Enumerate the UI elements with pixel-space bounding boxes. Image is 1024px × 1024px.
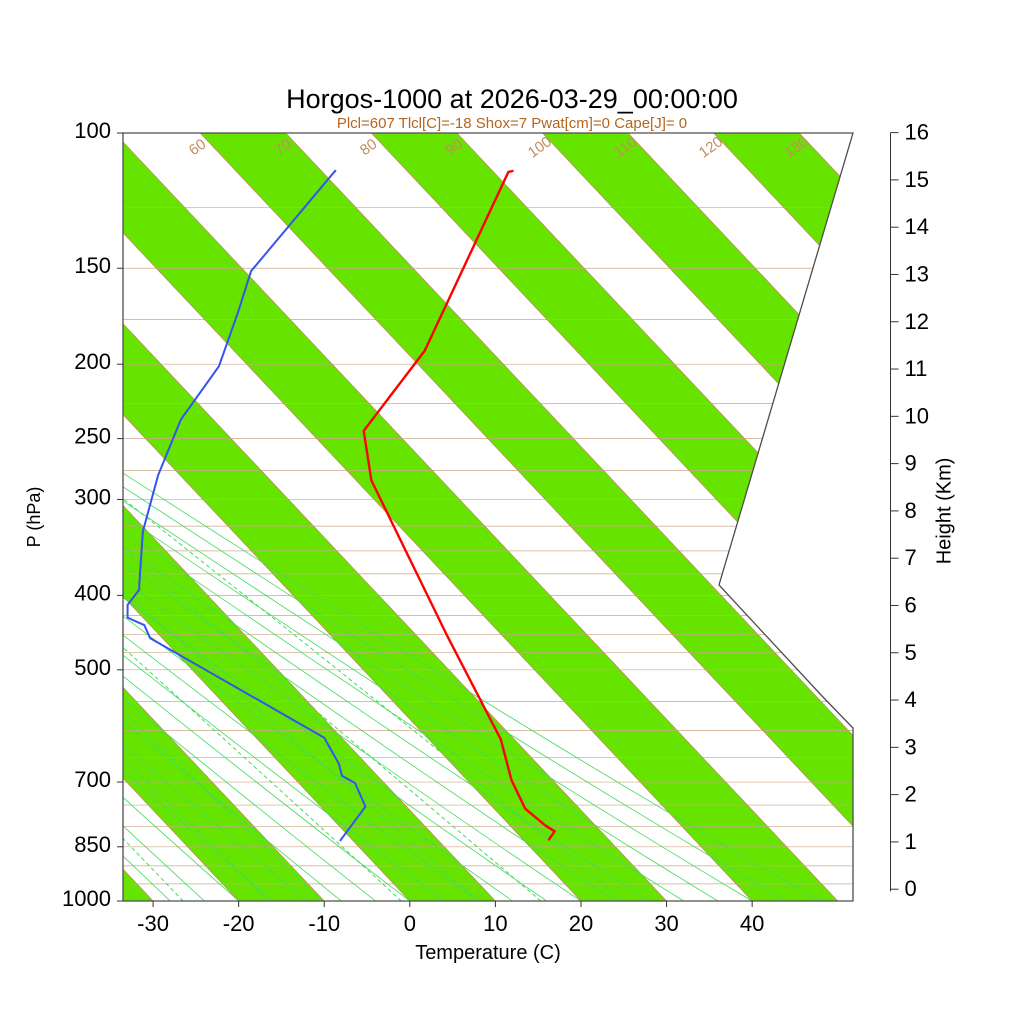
svg-text:150: 150 <box>74 253 111 278</box>
svg-text:9: 9 <box>905 451 917 476</box>
svg-text:10: 10 <box>905 403 929 428</box>
svg-text:14: 14 <box>905 214 929 239</box>
svg-text:100: 100 <box>74 118 111 143</box>
svg-text:-10: -10 <box>308 911 340 936</box>
svg-text:Height (Km): Height (Km) <box>934 458 956 565</box>
svg-text:16: 16 <box>905 120 929 145</box>
svg-text:200: 200 <box>74 349 111 374</box>
svg-text:3: 3 <box>905 734 917 759</box>
svg-text:20: 20 <box>569 911 593 936</box>
svg-text:7: 7 <box>905 545 917 570</box>
svg-text:250: 250 <box>74 424 111 449</box>
svg-text:Horgos-1000 at 2026-03-29_00:0: Horgos-1000 at 2026-03-29_00:00:00 <box>286 84 738 114</box>
svg-text:8: 8 <box>905 498 917 523</box>
svg-text:10: 10 <box>483 911 507 936</box>
svg-text:13: 13 <box>905 261 929 286</box>
svg-text:Plcl=607 Tlcl[C]=-18 Shox=7 Pw: Plcl=607 Tlcl[C]=-18 Shox=7 Pwat[cm]=0 C… <box>337 115 687 132</box>
svg-text:12: 12 <box>905 309 929 334</box>
svg-text:15: 15 <box>905 167 929 192</box>
svg-text:700: 700 <box>74 767 111 792</box>
svg-text:400: 400 <box>74 580 111 605</box>
svg-text:4: 4 <box>905 687 917 712</box>
svg-text:850: 850 <box>74 832 111 857</box>
svg-text:P (hPa): P (hPa) <box>24 487 44 548</box>
svg-text:5: 5 <box>905 640 917 665</box>
svg-text:40: 40 <box>740 911 764 936</box>
svg-text:0: 0 <box>404 911 416 936</box>
svg-text:6: 6 <box>905 592 917 617</box>
svg-text:2: 2 <box>905 782 917 807</box>
svg-text:300: 300 <box>74 484 111 509</box>
svg-text:-20: -20 <box>223 911 255 936</box>
svg-text:1000: 1000 <box>62 886 111 911</box>
svg-text:500: 500 <box>74 655 111 680</box>
svg-text:11: 11 <box>905 356 928 381</box>
svg-text:-30: -30 <box>137 911 169 936</box>
svg-text:1: 1 <box>905 829 917 854</box>
svg-text:30: 30 <box>654 911 678 936</box>
svg-text:0: 0 <box>905 876 917 901</box>
svg-text:Temperature (C): Temperature (C) <box>415 942 561 964</box>
